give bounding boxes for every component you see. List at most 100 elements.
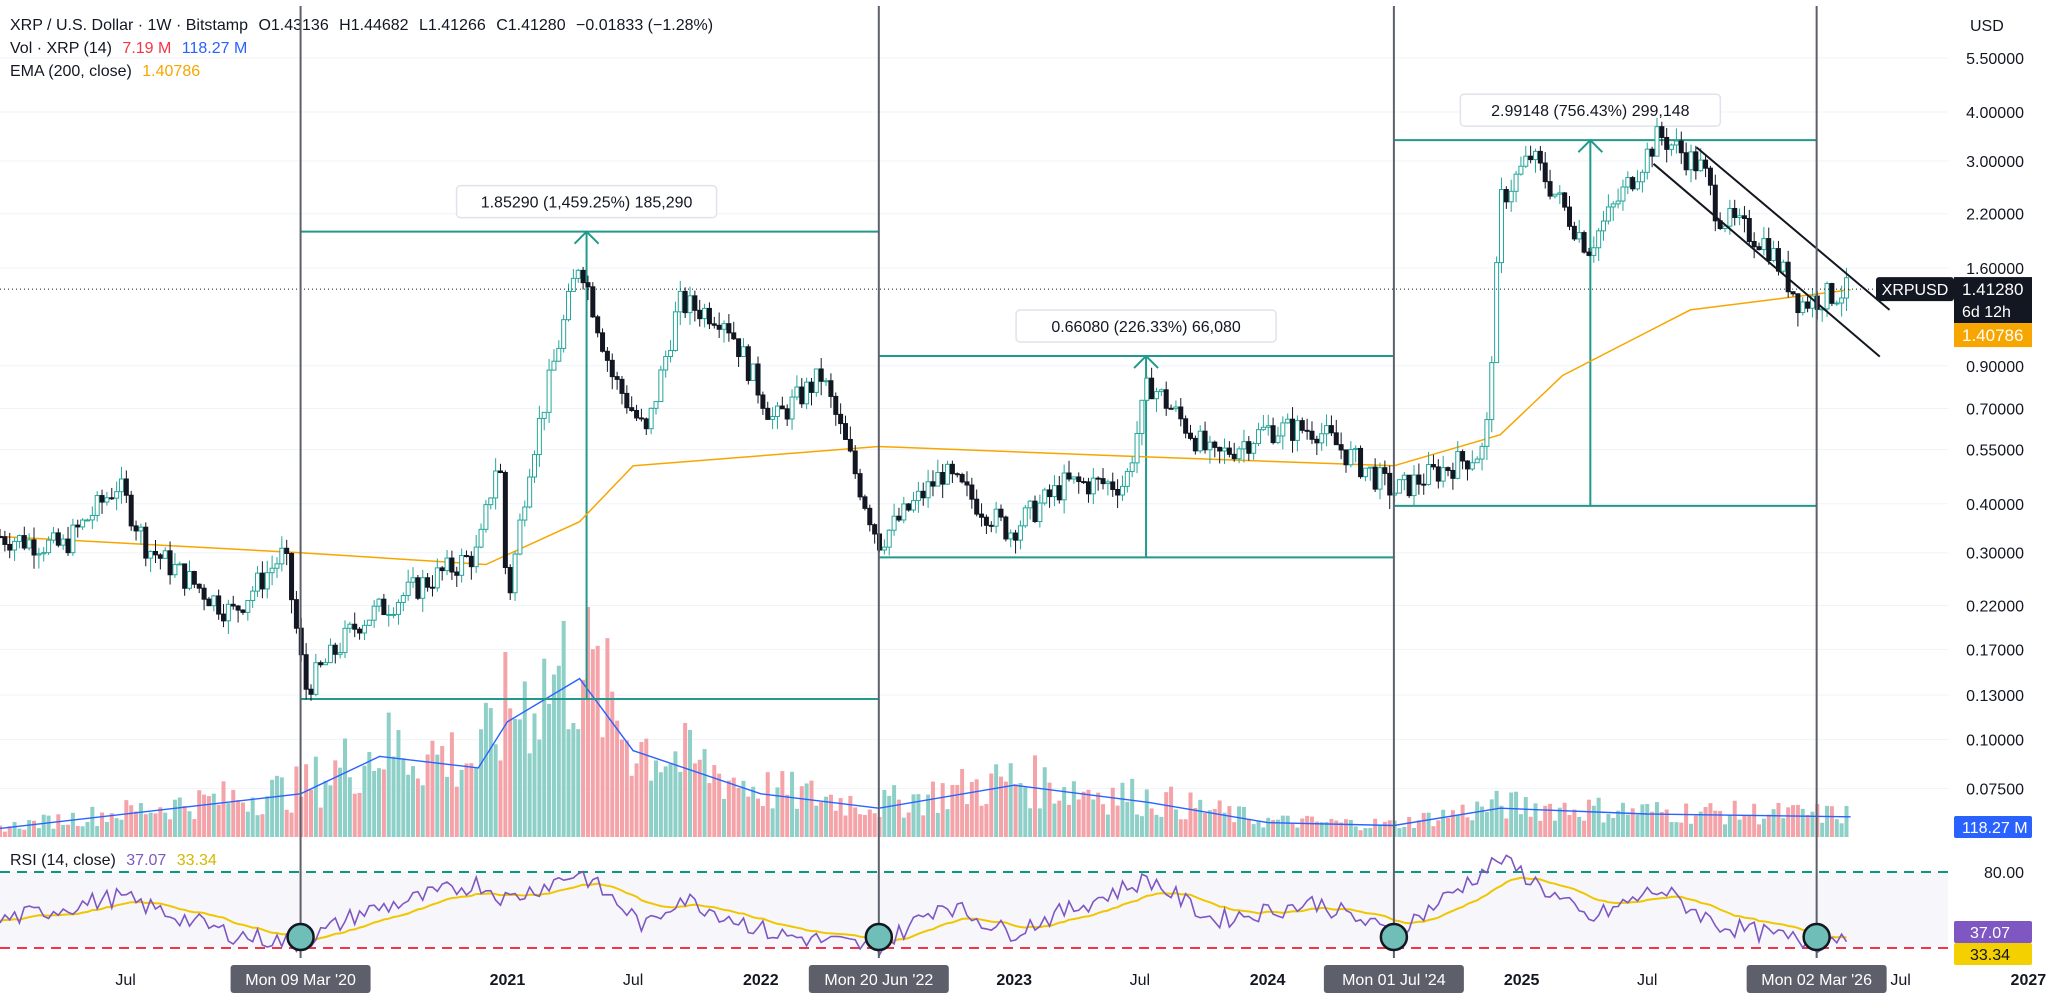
candle-body: [235, 605, 241, 611]
volume-bar: [22, 829, 27, 837]
volume-bar: [1761, 818, 1766, 837]
volume-bar: [1159, 816, 1164, 837]
candle-body: [1780, 261, 1786, 272]
volume-bar: [168, 819, 173, 837]
candle-body: [1124, 470, 1130, 487]
volume-bar: [1431, 826, 1436, 837]
rsi-value: 37.07: [126, 852, 167, 869]
volume-bar: [231, 789, 236, 837]
volume-bar: [1820, 822, 1825, 837]
candle-body: [774, 405, 780, 417]
candle-body: [979, 513, 985, 518]
volume-bar: [969, 782, 974, 837]
volume-bar: [1776, 802, 1781, 837]
volume-bar: [726, 780, 731, 837]
volume-bar: [940, 783, 945, 837]
volume-bar: [1300, 818, 1305, 837]
volume-bar: [1781, 818, 1786, 837]
candle-body: [1037, 502, 1043, 523]
candle-body: [454, 571, 460, 576]
candle-body: [643, 418, 649, 430]
volume-bar: [1562, 802, 1567, 837]
candle-body: [16, 535, 22, 542]
candle-body: [41, 552, 47, 555]
volume-bar: [1460, 804, 1465, 837]
volume-bar: [1528, 816, 1533, 837]
high-value: H1.44682: [339, 17, 409, 34]
candle-body: [1319, 433, 1325, 444]
candle-body: [580, 269, 586, 284]
candle-body: [765, 407, 771, 420]
candle-body: [337, 652, 343, 655]
volume-bar: [192, 819, 197, 837]
currency-selector[interactable]: USD: [1970, 18, 2004, 35]
candle-body: [1183, 418, 1189, 434]
candle-body: [993, 508, 999, 527]
candle-body: [556, 347, 562, 362]
volume-bar: [1280, 815, 1285, 837]
volume-bar: [513, 718, 518, 837]
candle-body: [1678, 140, 1684, 154]
volume-bar: [318, 807, 323, 837]
volume-bar: [1635, 814, 1640, 837]
volume-bar: [814, 805, 819, 837]
volume-bar: [1514, 791, 1519, 837]
volume-bar: [1703, 806, 1708, 837]
candle-body: [770, 415, 776, 420]
candle-body: [143, 526, 149, 559]
candle-body: [1396, 479, 1402, 494]
candle-body: [1275, 435, 1281, 444]
volume-bar: [202, 794, 207, 837]
volume-bar: [1484, 812, 1489, 837]
event-marker-circle: [1802, 922, 1831, 952]
volume-bar: [1650, 811, 1655, 837]
candle-body: [551, 360, 557, 371]
candle-body: [1771, 248, 1777, 261]
candle-body: [1212, 441, 1218, 448]
candle-body: [1134, 433, 1140, 464]
candle-body: [1042, 489, 1048, 504]
volume-bar: [1008, 763, 1013, 837]
candle-body: [80, 519, 86, 528]
volume-bar: [673, 751, 678, 837]
volume-bar: [1178, 819, 1183, 837]
candle-body: [842, 423, 848, 440]
volume-bar: [75, 826, 80, 837]
volume-bar: [1465, 817, 1470, 837]
volume-bar: [1402, 826, 1407, 837]
volume-bar: [381, 769, 386, 837]
candle-body: [1241, 441, 1247, 450]
candle-body: [736, 338, 742, 358]
volume-bar: [1256, 820, 1261, 837]
candle-body: [687, 295, 693, 314]
candle-body: [1824, 283, 1830, 310]
volume-bar: [989, 773, 994, 837]
volume-bar: [1057, 800, 1062, 837]
rsi-ma-tag: 33.34: [1970, 947, 2010, 964]
volume-bar: [1616, 810, 1621, 837]
candle-body: [784, 408, 790, 420]
candle-body: [585, 282, 591, 288]
event-date-tag: [1323, 965, 1464, 993]
candle-body: [1333, 432, 1339, 446]
volume-bar: [143, 814, 148, 837]
candle-body: [1382, 467, 1388, 474]
candle-body: [1256, 429, 1262, 445]
volume-bar: [736, 787, 741, 837]
volume-bar: [901, 817, 906, 837]
candle-body: [1081, 481, 1087, 484]
candle-body: [779, 405, 785, 410]
candle-body: [697, 309, 703, 320]
volume-value-2: 118.27 M: [181, 40, 248, 57]
volume-bar: [615, 720, 620, 837]
candle-body: [1761, 238, 1767, 251]
y-tick-label: 0.07500: [1966, 782, 2024, 799]
candle-body: [468, 555, 474, 568]
candle-body: [405, 581, 411, 597]
candle-body: [1562, 192, 1568, 208]
candle-body: [1119, 485, 1125, 496]
candle-body: [1800, 301, 1806, 314]
volume-bar: [950, 785, 955, 837]
candle-body: [600, 332, 606, 352]
